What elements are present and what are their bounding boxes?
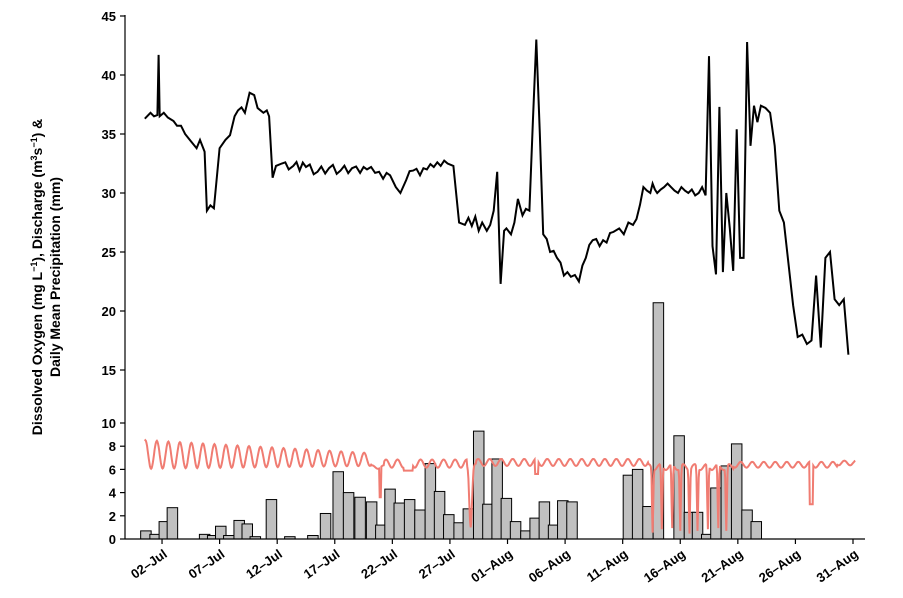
y-tick-label: 2 xyxy=(109,509,116,524)
y-tick-label: 20 xyxy=(102,304,116,319)
dissolved-oxygen-line xyxy=(143,438,856,534)
y-tick-label: 6 xyxy=(109,462,116,477)
y-tick-label: 4 xyxy=(109,486,117,501)
axes xyxy=(124,15,865,540)
y-tick-label: 45 xyxy=(102,9,116,24)
precipitation-bar xyxy=(414,509,426,540)
precipitation-bar xyxy=(393,502,406,540)
precipitation-bar xyxy=(403,499,416,540)
precipitation-bar xyxy=(265,499,278,540)
discharge-line xyxy=(144,39,850,355)
precipitation-bar xyxy=(631,468,644,540)
y-axis-title-line2: Daily Mean Precipitation (mm) xyxy=(47,177,63,377)
y-tick-label: 25 xyxy=(102,245,116,260)
precipitation-bar xyxy=(342,492,355,540)
y-tick-label: 10 xyxy=(102,416,116,431)
precipitation-bar xyxy=(509,521,522,540)
precipitation-bar xyxy=(750,521,763,540)
precipitation-bar xyxy=(166,507,179,540)
precipitation-bar xyxy=(332,471,344,540)
y-tick-label: 15 xyxy=(102,363,116,378)
precipitation-bar xyxy=(730,443,743,540)
discharge-path xyxy=(144,39,850,355)
y-tick-label: 8 xyxy=(109,439,116,454)
dissolved-oxygen-path xyxy=(143,438,856,534)
precipitation-bar xyxy=(319,512,332,540)
y-axis-title: Dissolved Oxygen (mg L−1), Discharge (m3… xyxy=(29,119,63,436)
precipitation-bar xyxy=(443,514,455,540)
y-tick-label: 30 xyxy=(102,186,116,201)
y-axis-title-line1: Dissolved Oxygen (mg L−1), Discharge (m3… xyxy=(29,119,45,436)
y-tick-label: 35 xyxy=(102,127,116,142)
precipitation-bar xyxy=(354,496,366,540)
y-tick-label: 0 xyxy=(109,532,116,547)
precipitation-bar xyxy=(566,501,578,540)
y-tick-label: 40 xyxy=(102,68,116,83)
y-ticks: 15 20 25 30 35 40 45 0 2 4 6 8 10 xyxy=(102,9,125,547)
